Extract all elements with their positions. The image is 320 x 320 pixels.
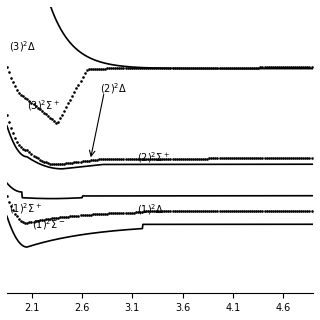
- Text: $(3)^2\Sigma^+$: $(3)^2\Sigma^+$: [27, 99, 60, 114]
- Text: $(3)^2\Delta$: $(3)^2\Delta$: [9, 39, 36, 54]
- Text: $(1)^2\Sigma^+$: $(1)^2\Sigma^+$: [9, 201, 42, 216]
- Text: $(2)^2\Sigma^+$: $(2)^2\Sigma^+$: [137, 150, 171, 165]
- Text: $(1)^2\Sigma^-$: $(1)^2\Sigma^-$: [32, 218, 65, 232]
- Text: $(2)^2\Delta$: $(2)^2\Delta$: [100, 81, 127, 96]
- Text: $(1)^2\Delta$: $(1)^2\Delta$: [137, 203, 164, 218]
